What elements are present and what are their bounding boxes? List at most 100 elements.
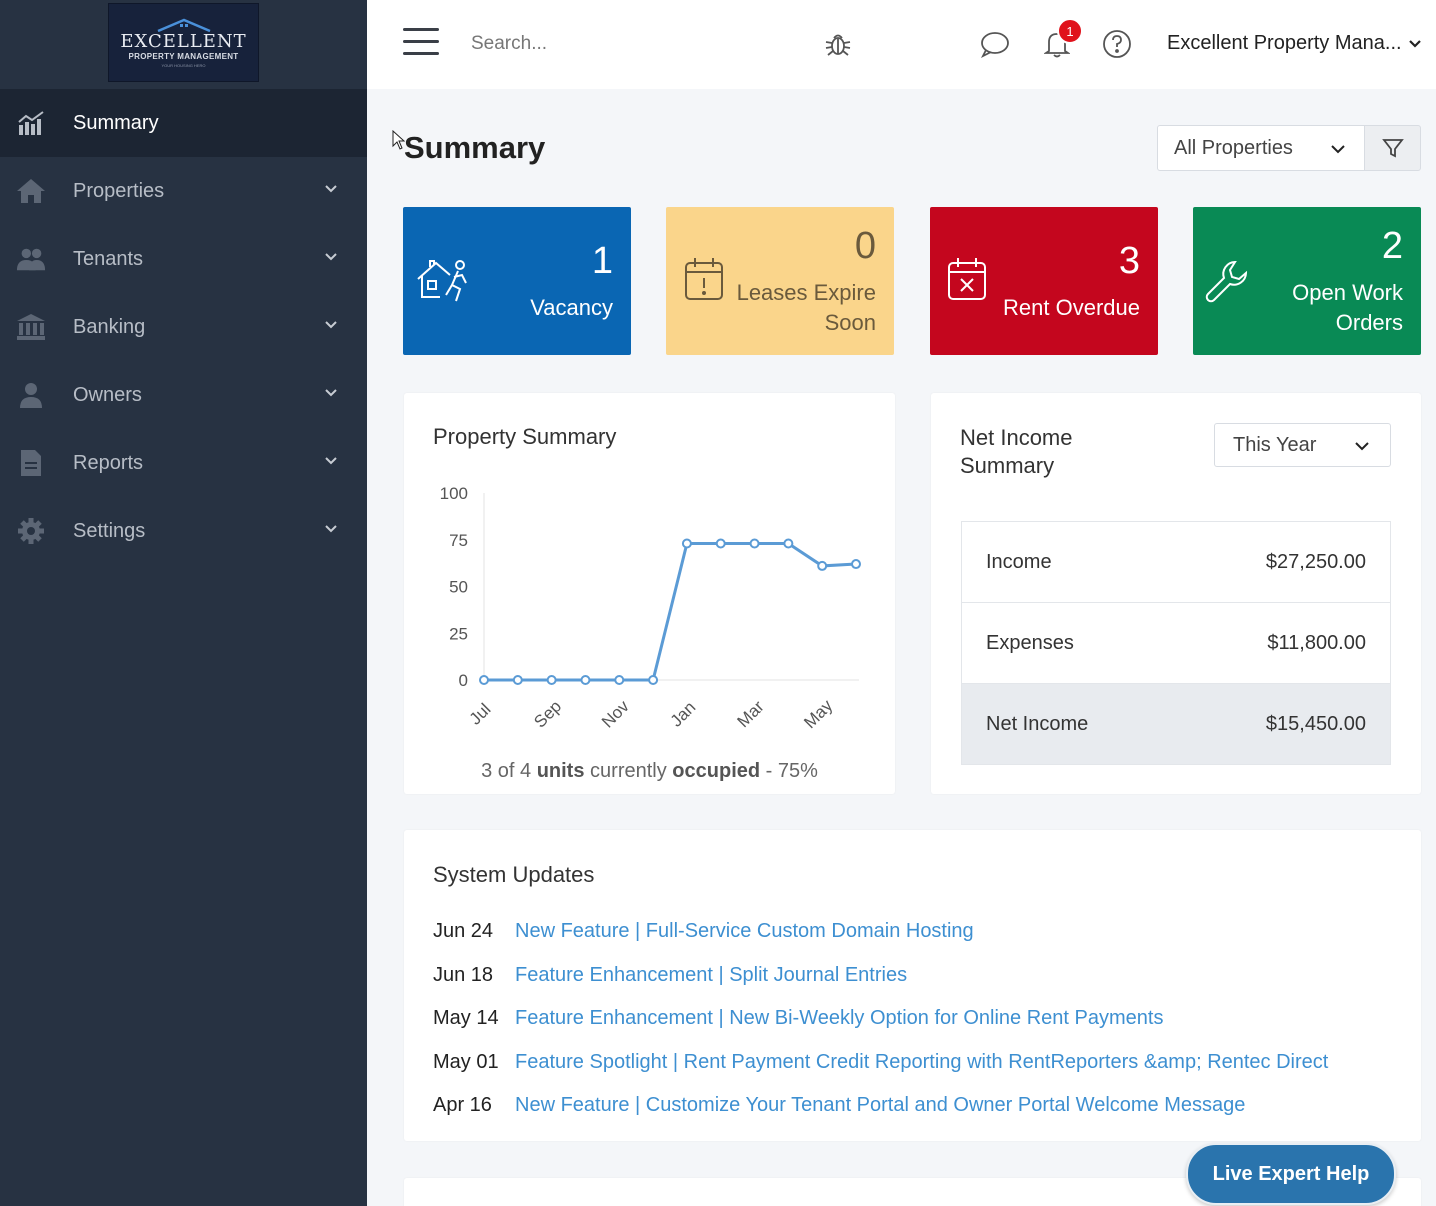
sidebar-item-label: Properties: [73, 179, 165, 202]
income-row: Income $27,250.00: [962, 522, 1390, 603]
data-point: [681, 538, 692, 549]
data-point: [546, 675, 557, 685]
chevron-down-icon: [325, 185, 337, 193]
sidebar-item-settings[interactable]: Settings: [0, 497, 367, 565]
logo-name: EXCELLENT: [120, 30, 247, 52]
row-value: $15,450.00: [1265, 712, 1366, 735]
occupancy-line-chart: 0 25 50 75 100 Jul Sep Nov Jan Mar May: [440, 484, 861, 732]
live-help-button[interactable]: Live Expert Help: [1186, 1143, 1396, 1205]
leases-expire-label: Leases Expire Soon: [736, 280, 876, 335]
sidebar-item-label: Banking: [73, 315, 146, 338]
y-tick-label: 0: [459, 671, 468, 690]
list-item: May 01 Feature Spotlight | Rent Payment …: [433, 1041, 1328, 1085]
vacancy-count: 1: [591, 240, 613, 282]
sidebar-item-tenants[interactable]: Tenants: [0, 225, 367, 293]
sidebar-item-banking[interactable]: Banking: [0, 293, 367, 361]
chevron-down-icon: [1331, 145, 1345, 154]
help-icon[interactable]: [1101, 28, 1133, 60]
update-date: May 01: [433, 1050, 499, 1073]
x-tick-label: Mar: [734, 697, 768, 731]
chevron-down-icon: [325, 253, 337, 261]
update-date: Apr 16: [433, 1094, 492, 1117]
update-link[interactable]: Feature Enhancement | New Bi-Weekly Opti…: [515, 1007, 1164, 1030]
panel-title: Net Income Summary: [960, 425, 1073, 478]
data-point: [817, 560, 828, 571]
leases-expire-card[interactable]: 0 Leases Expire Soon: [666, 207, 894, 355]
update-link[interactable]: New Feature | Full-Service Custom Domain…: [515, 920, 974, 943]
vacant-house-icon: [417, 260, 467, 302]
rent-overdue-card[interactable]: 3 Rent Overdue: [930, 207, 1158, 355]
x-tick-label: Jan: [667, 698, 700, 731]
property-select-value: All Properties: [1174, 136, 1293, 159]
sidebar-item-label: Settings: [73, 519, 146, 542]
update-date: Jun 18: [433, 963, 494, 986]
net-income-panel: Net Income Summary This Year Income $27,2…: [931, 393, 1421, 794]
chat-icon[interactable]: [979, 28, 1011, 60]
y-tick-label: 50: [449, 578, 468, 597]
x-tick-label: May: [800, 696, 836, 732]
rent-overdue-count: 3: [1118, 240, 1140, 282]
user-icon: [16, 380, 46, 410]
chevron-down-icon: [325, 321, 337, 329]
search-input[interactable]: [471, 30, 771, 58]
notification-badge: 1: [1057, 18, 1083, 44]
vacancy-card[interactable]: 1 Vacancy: [403, 207, 631, 355]
list-item: Jun 24 New Feature | Full-Service Custom…: [433, 910, 1328, 954]
topbar: 1 Excellent Property Mana...: [367, 0, 1436, 89]
data-point: [715, 538, 726, 549]
panel-title: Property Summary: [433, 424, 617, 449]
y-tick-label: 75: [449, 531, 468, 550]
y-tick-label: 25: [449, 624, 468, 643]
update-link[interactable]: Feature Spotlight | Rent Payment Credit …: [515, 1050, 1329, 1073]
panel-title: System Updates: [433, 862, 595, 887]
sidebar: EXCELLENT PROPERTY MANAGEMENT YOUR HOUSI…: [0, 0, 367, 1206]
bug-icon[interactable]: [822, 28, 854, 60]
users-icon: [16, 244, 46, 274]
x-tick-label: Sep: [530, 697, 565, 732]
chevron-down-icon: [1355, 442, 1369, 451]
row-value: $27,250.00: [1265, 550, 1366, 573]
y-tick-label: 100: [440, 484, 468, 503]
chart-bars-icon: [16, 108, 46, 138]
data-point: [783, 538, 794, 549]
mouse-cursor-icon: [392, 130, 406, 150]
data-point: [648, 675, 659, 685]
data-point: [851, 559, 861, 570]
rent-overdue-label: Rent Overdue: [1003, 295, 1140, 320]
company-logo[interactable]: EXCELLENT PROPERTY MANAGEMENT YOUR HOUSI…: [108, 3, 259, 82]
sidebar-item-owners[interactable]: Owners: [0, 361, 367, 429]
update-link[interactable]: Feature Enhancement | Split Journal Entr…: [515, 963, 908, 986]
property-select[interactable]: All Properties: [1157, 125, 1365, 171]
work-orders-card[interactable]: 2 Open Work Orders: [1193, 207, 1421, 355]
document-icon: [16, 448, 46, 478]
data-point: [614, 675, 625, 685]
update-date: May 14: [433, 1007, 499, 1030]
property-summary-panel: Property Summary 0 25 50 75 100 Jul Sep Nov Jan M…: [404, 393, 895, 794]
leases-expire-count: 0: [854, 225, 876, 267]
period-select[interactable]: This Year: [1214, 423, 1391, 467]
x-tick-label: Nov: [598, 696, 633, 731]
data-point: [479, 675, 489, 685]
bank-icon: [16, 312, 46, 342]
vacancy-label: Vacancy: [530, 295, 613, 320]
account-menu[interactable]: Excellent Property Mana...: [1167, 32, 1422, 55]
sidebar-item-summary[interactable]: Summary: [0, 89, 367, 157]
calendar-x-icon: [948, 258, 986, 300]
page-title: Summary: [404, 130, 546, 165]
account-name: Excellent Property Mana...: [1167, 32, 1402, 54]
system-updates-panel: System Updates Jun 24 New Feature | Full…: [404, 830, 1421, 1141]
chevron-down-icon: [325, 525, 337, 533]
logo-tagline: YOUR HOUSING HERO: [161, 62, 206, 68]
update-link[interactable]: New Feature | Customize Your Tenant Port…: [515, 1094, 1246, 1117]
wrench-icon: [1205, 260, 1248, 303]
sidebar-item-reports[interactable]: Reports: [0, 429, 367, 497]
sidebar-item-properties[interactable]: Properties: [0, 157, 367, 225]
x-tick-label: Jul: [466, 700, 495, 729]
sidebar-item-label: Tenants: [73, 247, 144, 270]
menu-toggle-icon[interactable]: [403, 28, 439, 58]
list-item: Jun 18 Feature Enhancement | Split Journ…: [433, 954, 1328, 998]
filter-button[interactable]: [1364, 125, 1421, 171]
net-income-row: Net Income $15,450.00: [962, 684, 1390, 764]
bell-icon[interactable]: 1: [1041, 18, 1083, 60]
row-label: Net Income: [986, 712, 1089, 735]
